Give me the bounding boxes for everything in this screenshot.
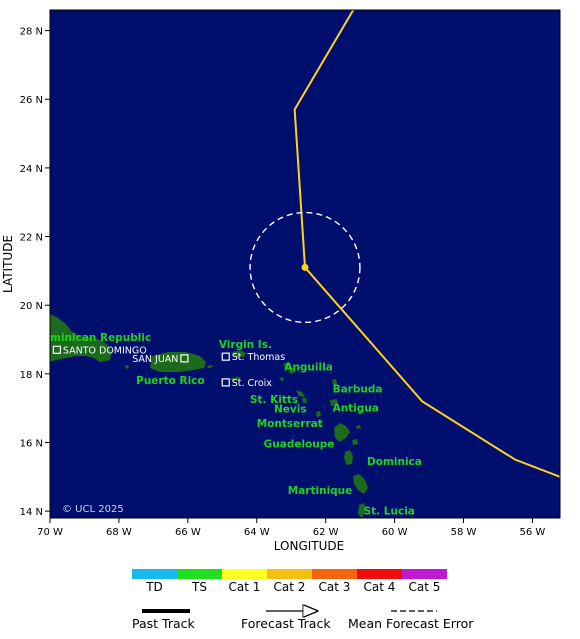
barbuda-island [332, 379, 337, 385]
place-label: Montserrat [257, 418, 323, 430]
legend-label: TD [145, 580, 163, 594]
city-marker [52, 345, 61, 354]
desirade-island [356, 425, 361, 429]
city-label: St. Thomas [232, 352, 286, 363]
puerto-rico-island [150, 352, 206, 372]
legend-swatch [132, 569, 177, 579]
x-tick-label: 60 W [382, 527, 408, 538]
antigua-island [330, 399, 338, 406]
guadeloupe-island [334, 423, 350, 442]
x-tick-label: 66 W [175, 527, 201, 538]
y-tick-label: 18 N [20, 370, 43, 381]
x-tick-label: 64 W [244, 527, 270, 538]
y-tick-label: 16 N [20, 438, 43, 449]
place-label: Anguilla [284, 361, 332, 373]
hispaniola-island [50, 314, 112, 362]
y-tick-label: 26 N [20, 95, 43, 106]
y-tick-label: 24 N [20, 164, 43, 175]
st-croix-island [231, 377, 241, 381]
place-label: St. Kitts [250, 394, 298, 406]
axis-layer: 70 W 68 W 66 W 64 W 62 W 60 W 58 W 56 W 14 N 16 N… [20, 27, 546, 538]
place-label: Puerto Rico [136, 375, 204, 387]
intensity-legend: TD TS Cat 1 Cat 2 Cat 3 Cat 4 Cat 5 [132, 569, 447, 594]
legend-swatch [402, 569, 447, 579]
y-axis-title: LATITUDE [1, 235, 15, 293]
legend-swatch [222, 569, 267, 579]
city-marker [221, 352, 230, 361]
legend-label: Cat 1 [229, 580, 261, 594]
anguilla-island [283, 362, 291, 368]
forecast-track-line [293, 10, 560, 478]
forecast-error-circle [249, 211, 361, 324]
city-marker [180, 354, 189, 363]
plot-frame [49, 9, 561, 519]
x-tick-label: 62 W [313, 527, 339, 538]
legend-label: TS [191, 580, 207, 594]
land-layer [50, 314, 368, 518]
place-label: Martinique [288, 485, 353, 497]
martinique-island [353, 474, 368, 494]
legend-label: Cat 5 [409, 580, 441, 594]
city-label: SAN JUAN [132, 354, 178, 365]
city-marker [221, 378, 230, 387]
marie-galante-island [352, 439, 358, 445]
city-label: St. Croix [232, 378, 273, 389]
y-tick-label: 22 N [20, 233, 43, 244]
city-label: SANTO DOMINGO [63, 345, 147, 356]
legend-swatch [177, 569, 222, 579]
y-tick-label: 20 N [20, 301, 43, 312]
copyright-text: © UCL 2025 [62, 504, 124, 515]
st-kitts-island [296, 390, 305, 397]
legend-swatch [267, 569, 312, 579]
place-label: minican Republic [50, 332, 151, 344]
dominica-island [344, 450, 353, 465]
mona-island [125, 365, 129, 369]
vieques-island [207, 365, 213, 368]
saba-island [280, 377, 284, 381]
x-axis-title: LONGITUDE [274, 539, 344, 553]
current-position-marker [301, 263, 309, 271]
track-layer [249, 10, 560, 478]
place-label: Barbuda [333, 384, 383, 396]
nevis-island [302, 398, 307, 403]
x-tick-label: 70 W [37, 527, 63, 538]
virgin-islands [232, 350, 246, 358]
legend-label: Cat 2 [274, 580, 306, 594]
place-label: Dominica [367, 456, 422, 468]
legend-swatch [357, 569, 402, 579]
forecast-track-label: Forecast Track [241, 616, 331, 631]
place-label: Nevis [274, 403, 307, 415]
place-label: St. Lucia [364, 506, 415, 518]
y-tick-label: 14 N [20, 507, 43, 518]
place-label: Guadeloupe [264, 439, 335, 451]
legend-label: Cat 4 [364, 580, 396, 594]
x-tick-label: 68 W [106, 527, 132, 538]
x-tick-label: 58 W [451, 527, 477, 538]
label-layer: minican Republic Virgin Is. Anguilla Puerto… [50, 332, 422, 517]
st-martin-island [288, 368, 296, 374]
y-tick-label: 28 N [20, 27, 43, 38]
forecast-error-label: Mean Forecast Error [348, 616, 474, 631]
place-label: Antigua [333, 403, 379, 415]
legend-swatch [312, 569, 357, 579]
plot-area: minican Republic Virgin Is. Anguilla Puerto… [50, 10, 560, 518]
past-track-label: Past Track [132, 616, 195, 631]
legend-label: Cat 3 [319, 580, 351, 594]
x-tick-label: 56 W [520, 527, 546, 538]
track-key: Past Track Forecast Track Mean Forecast … [132, 611, 474, 631]
montserrat-island [316, 411, 321, 417]
place-label: Virgin Is. [219, 339, 272, 351]
st-lucia-island [358, 503, 366, 518]
